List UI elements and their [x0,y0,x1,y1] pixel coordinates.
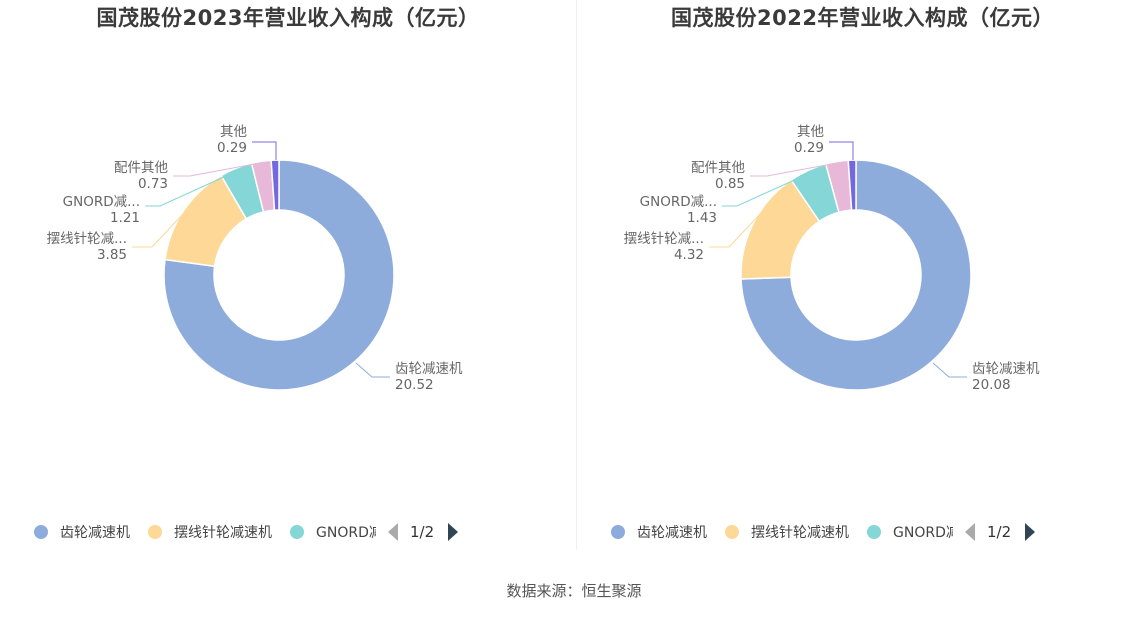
legend-pager: 1/2 [388,523,459,541]
slice-value-label: 0.85 [715,176,745,192]
legend-label: GNORD减 [316,525,376,541]
legend-item-gear-reducer[interactable]: 齿轮减速机 [611,522,707,542]
legend-item-gnord-reducer[interactable]: GNORD减 [290,522,376,542]
slice-value-label: 20.08 [972,377,1011,393]
chart-title: 国茂股份2022年营业收入构成（亿元） [671,6,1054,30]
slice-gear-reducer[interactable] [740,159,972,391]
label-line-parts-other [750,162,838,177]
slice-other[interactable] [270,159,280,211]
legend-label: 摆线针轮减速机 [751,525,849,541]
slice-value-label: 1.21 [110,210,140,226]
slice-name-label: 配件其他 [114,160,168,176]
slice-name-label: 配件其他 [691,160,745,176]
slice-name-label: 其他 [220,124,247,140]
label-line-cycloid-reducer [132,212,185,248]
legend-item-cycloid-reducer[interactable]: 摆线针轮减速机 [148,522,272,542]
label-line-gnord-reducer [145,171,236,207]
slice-other[interactable] [847,159,857,211]
slice-name-label: 摆线针轮减... [47,231,127,247]
page-indicator: 1/2 [410,523,435,541]
panel-divider [576,0,577,550]
prev-page-icon[interactable] [965,523,975,541]
legend-label: 齿轮减速机 [637,525,707,541]
page-indicator: 1/2 [987,523,1012,541]
slice-value-label: 3.85 [97,247,127,263]
donut-chart-2023: 齿轮减速机20.52摆线针轮减...3.85GNORD减...1.21配件其他0… [47,124,463,393]
legend-dot-icon [867,525,881,539]
label-line-cycloid-reducer [709,212,762,248]
slice-gear-reducer[interactable] [163,159,395,391]
chart-panel-2022: 国茂股份2022年营业收入构成（亿元） 齿轮减速机 20.08 摆线针轮减... 4.… [577,0,1148,550]
slice-name-label: 其他 [797,124,824,140]
legend-dot-icon [290,525,304,539]
next-page-icon[interactable] [1025,523,1036,541]
label-line-parts-other [173,162,261,177]
slice-value-label: 20.52 [395,377,434,393]
legend-item-gnord-reducer[interactable]: GNORD减 [867,522,953,542]
chart-title: 国茂股份2023年营业收入构成（亿元） [96,6,480,30]
slice-value-label: 4.32 [674,247,704,263]
legend-item-gear-reducer[interactable]: 齿轮减速机 [34,522,130,542]
label-line-gear-reducer [355,362,390,378]
legend-pager: 1/2 [965,523,1036,541]
donut-chart-2022: 齿轮减速机20.08摆线针轮减...4.32GNORD减...1.43配件其他0… [624,124,1040,393]
legend-label: GNORD减 [893,525,953,541]
prev-page-icon[interactable] [388,523,398,541]
label-line-other [252,141,277,160]
label-line-gear-reducer [932,362,967,378]
legend-dot-icon [725,525,739,539]
legend-label: 摆线针轮减速机 [174,525,272,541]
slice-name-label: 齿轮减速机 [972,361,1040,377]
slice-value-label: 0.29 [217,140,247,156]
slice-name-label: GNORD减... [63,194,140,210]
legend-dot-icon [611,525,625,539]
legend-dot-icon [34,525,48,539]
slice-value-label: 0.29 [794,140,824,156]
legend-label: 齿轮减速机 [60,525,130,541]
legend-item-cycloid-reducer[interactable]: 摆线针轮减速机 [725,522,849,542]
slice-name-label: GNORD减... [640,194,717,210]
legend-dot-icon [148,525,162,539]
slice-value-label: 1.43 [687,210,717,226]
chart-panel-2023: 国茂股份2023年营业收入构成（亿元） 齿轮减速机 20.52 摆线针轮减... 3.… [0,0,576,550]
slice-value-label: 0.73 [138,176,168,192]
chart-legend: 齿轮减速机 摆线针轮减速机 GNORD减 1/2 [34,519,459,545]
label-line-gnord-reducer [722,171,813,207]
next-page-icon[interactable] [448,523,459,541]
chart-legend: 齿轮减速机 摆线针轮减速机 GNORD减 1/2 [611,519,1036,545]
slice-name-label: 摆线针轮减... [624,231,704,247]
label-line-other [829,141,854,160]
slice-name-label: 齿轮减速机 [395,361,463,377]
data-source-note: 数据来源：恒生聚源 [506,582,642,600]
